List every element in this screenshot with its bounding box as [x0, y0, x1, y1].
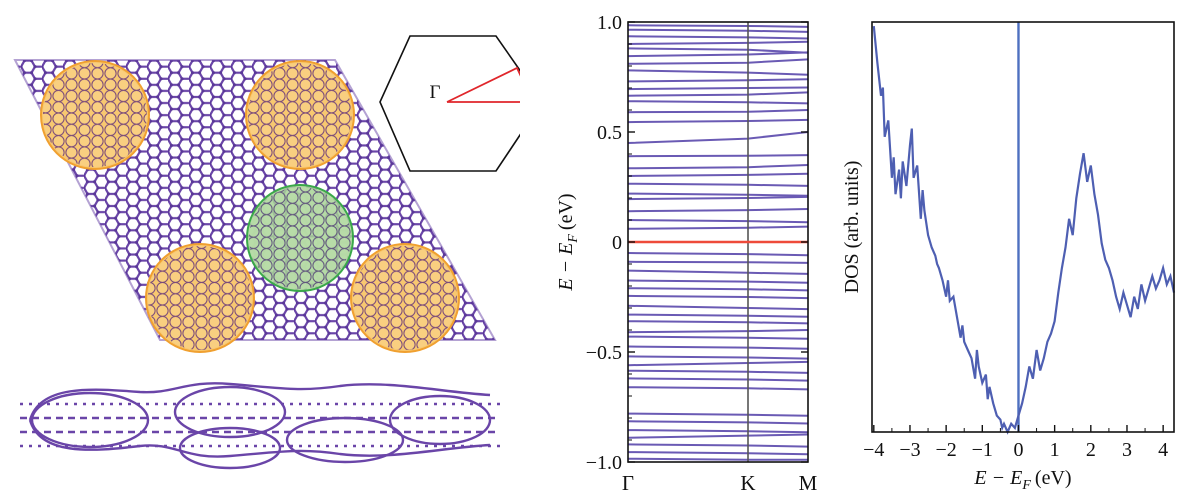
band-line	[627, 47, 809, 54]
dos-xlabel-sub: F	[1021, 478, 1031, 493]
band-xtick-label: M	[799, 471, 818, 495]
fullerene-bottom-left	[145, 243, 255, 353]
band-ylabel-unit: (eV)	[555, 193, 577, 230]
band-line	[627, 386, 809, 391]
band-line	[627, 369, 809, 374]
band-structure-chart: 1.0 0.5 0 −0.5 −1.0 Γ K M E − EF (eV)	[555, 12, 818, 495]
band-line	[627, 287, 809, 292]
band-line	[627, 360, 809, 367]
brillouin-zone-inset: Γ M K	[379, 35, 560, 172]
dos-plot-frame	[871, 21, 1175, 433]
band-line	[627, 304, 809, 311]
dos-xlabel-unit: (eV)	[1035, 467, 1072, 489]
band-line	[627, 40, 809, 45]
band-ytick-label: 1.0	[597, 12, 622, 34]
band-line	[627, 377, 809, 382]
band-line	[627, 335, 809, 340]
band-line	[627, 35, 809, 40]
band-ylabel-main: E − E	[555, 243, 577, 292]
band-line	[627, 219, 809, 224]
band-line	[627, 78, 809, 83]
band-xtick-label: Γ	[622, 471, 634, 495]
band-line	[627, 420, 809, 425]
band-line	[627, 279, 809, 284]
band-ytick-label: −1.0	[586, 452, 622, 474]
band-line	[627, 294, 809, 300]
dos-xtick-label: −4	[863, 439, 884, 461]
dos-xticks-group: −4 −3 −2 −1 0 1 2 3 4	[863, 425, 1168, 461]
band-line	[627, 28, 809, 33]
band-line	[627, 24, 809, 28]
fullerene-top-right	[245, 60, 355, 170]
band-line	[627, 313, 809, 318]
dos-xtick-label: −2	[936, 439, 957, 461]
band-line	[627, 329, 809, 334]
band-line	[627, 164, 809, 170]
structure-figure: Γ M K	[13, 35, 560, 470]
band-ytick-label: 0.5	[597, 122, 622, 144]
dos-chart: −4 −3 −2 −1 0 1 2 3 4 DOS (arb. units) E − EF (eV…	[841, 21, 1176, 493]
band-line	[627, 412, 809, 417]
band-line	[627, 429, 809, 434]
band-line	[627, 208, 809, 213]
band-line	[627, 154, 809, 158]
band-line	[627, 86, 809, 91]
band-line	[627, 172, 809, 177]
fullerene-bottom-right	[350, 243, 460, 353]
band-structure-panel: 1.0 0.5 0 −0.5 −1.0 Γ K M E − EF (eV)	[540, 0, 830, 499]
band-ytick-label: −0.5	[586, 342, 622, 364]
dos-xtick-label: 3	[1122, 439, 1132, 461]
band-line	[627, 182, 809, 187]
band-line	[627, 195, 809, 201]
dos-xtick-label: 0	[1013, 439, 1023, 461]
band-line	[627, 355, 809, 360]
dos-xtick-label: 2	[1086, 439, 1096, 461]
band-line	[627, 51, 809, 58]
band-ylabel-sub: F	[566, 234, 581, 244]
brillouin-zone-hexagon	[379, 35, 543, 172]
bz-label-gamma: Γ	[430, 82, 441, 103]
band-line	[627, 260, 809, 264]
band-line	[627, 91, 809, 97]
band-line	[627, 443, 809, 448]
band-line	[627, 320, 809, 325]
dos-xlabel-main: E − E	[973, 467, 1022, 489]
band-yticks-group: 1.0 0.5 0 −0.5 −1.0	[586, 12, 808, 474]
band-line	[627, 269, 809, 275]
band-line	[627, 100, 809, 105]
fullerene-top-left	[40, 60, 150, 170]
band-ytick-label: 0	[612, 232, 622, 254]
band-line	[627, 252, 809, 257]
band-line	[627, 58, 809, 65]
band-line	[627, 69, 809, 76]
band-line	[627, 451, 809, 456]
dos-xtick-label: 4	[1158, 439, 1168, 461]
band-line	[627, 109, 809, 114]
center-cage	[246, 184, 354, 292]
band-ylabel-text: E − EF (eV)	[555, 193, 581, 291]
band-line	[627, 433, 809, 439]
dos-xtick-label: 1	[1050, 439, 1060, 461]
band-xtick-label: K	[740, 471, 755, 495]
band-line	[627, 345, 809, 350]
dos-ylabel: DOS (arb. units)	[841, 161, 863, 294]
dos-xtick-label: −1	[972, 439, 993, 461]
dos-panel: −4 −3 −2 −1 0 1 2 3 4 DOS (arb. units) E − EF (eV…	[830, 0, 1180, 499]
dos-xtick-label: −3	[899, 439, 920, 461]
supercell-outline	[13, 59, 497, 341]
dos-xlabel: E − EF (eV)	[973, 467, 1071, 493]
dos-curve	[872, 25, 1176, 435]
band-line	[627, 457, 808, 461]
band-line	[627, 131, 809, 144]
structure-panel: Γ M K	[0, 0, 560, 499]
band-line	[627, 192, 809, 197]
band-line	[627, 118, 809, 124]
band-line	[627, 225, 809, 230]
side-view	[20, 382, 500, 470]
